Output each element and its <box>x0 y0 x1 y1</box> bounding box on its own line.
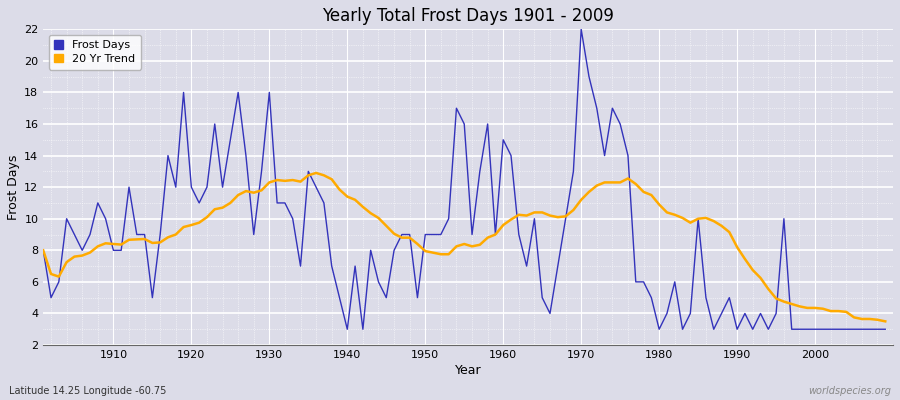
20 Yr Trend <box>310 170 321 175</box>
20 Yr Trend <box>506 217 517 222</box>
Frost Days <box>272 200 283 205</box>
X-axis label: Year: Year <box>454 364 482 377</box>
20 Yr Trend <box>498 223 508 228</box>
Frost Days <box>342 327 353 332</box>
Frost Days <box>38 248 49 253</box>
Y-axis label: Frost Days: Frost Days <box>7 154 20 220</box>
Line: 20 Yr Trend: 20 Yr Trend <box>43 173 886 321</box>
Line: Frost Days: Frost Days <box>43 29 886 329</box>
20 Yr Trend <box>327 177 338 182</box>
Legend: Frost Days, 20 Yr Trend: Frost Days, 20 Yr Trend <box>49 35 140 70</box>
Title: Yearly Total Frost Days 1901 - 2009: Yearly Total Frost Days 1901 - 2009 <box>322 7 614 25</box>
Text: worldspecies.org: worldspecies.org <box>808 386 891 396</box>
Frost Days <box>100 216 111 221</box>
Frost Days <box>498 137 508 142</box>
Frost Days <box>319 200 329 205</box>
20 Yr Trend <box>38 248 49 253</box>
20 Yr Trend <box>599 180 610 185</box>
Frost Days <box>607 106 617 111</box>
20 Yr Trend <box>100 241 111 246</box>
20 Yr Trend <box>880 319 891 324</box>
Text: Latitude 14.25 Longitude -60.75: Latitude 14.25 Longitude -60.75 <box>9 386 166 396</box>
Frost Days <box>506 153 517 158</box>
20 Yr Trend <box>272 178 283 182</box>
Frost Days <box>576 27 587 32</box>
Frost Days <box>880 327 891 332</box>
